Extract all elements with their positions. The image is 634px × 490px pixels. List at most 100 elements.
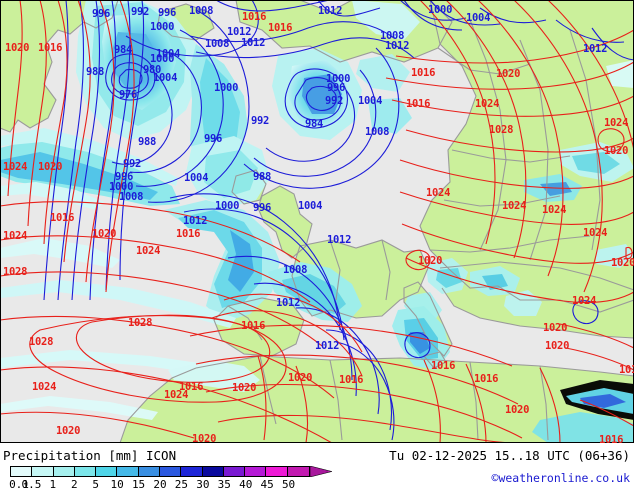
isobar-label: 1020: [496, 68, 521, 80]
isobar-label: 1000: [214, 82, 239, 94]
colorbar-tick: 0.1: [9, 478, 29, 490]
isobar-label: 984: [114, 44, 133, 56]
isobar-label: 1016: [179, 381, 204, 393]
colorbar-tick: 10: [110, 478, 124, 490]
colorbar-swatch: [53, 467, 75, 476]
isobar-label: 1000: [109, 181, 134, 193]
isobar-label: 1012: [327, 234, 352, 246]
precipitation-layer: [0, 0, 634, 443]
isobar-label: 992: [325, 95, 344, 107]
colorbar-tick: 0.5: [21, 478, 42, 490]
isobar-label: 1020: [232, 382, 257, 394]
isobar-label: 1020: [56, 425, 81, 437]
isobar-label: 984: [305, 118, 324, 130]
isobar-label: 1020: [192, 433, 217, 443]
isobar-label: 1004: [358, 95, 383, 107]
isobar-label: 1008: [283, 264, 308, 276]
isobar-label: 1004: [298, 200, 323, 212]
isobar-label: 980: [143, 64, 162, 76]
isobar-label: 1012: [227, 26, 252, 38]
isobar-label: 1020: [418, 255, 443, 267]
isobar-label: 992: [251, 115, 270, 127]
colorbar-swatch: [74, 467, 97, 476]
colorbar-tick: 25: [174, 478, 189, 490]
colorbar-tick: 20: [153, 478, 167, 490]
isobar-label: 1004: [156, 48, 181, 60]
isobar-label: 1024: [604, 117, 629, 129]
isobar-label: 1028: [128, 317, 153, 329]
colorbar-swatch: [117, 467, 139, 476]
isobar-label: 1020: [288, 372, 313, 384]
map-graphics: [0, 0, 634, 443]
isobar-label: 1012: [276, 297, 301, 309]
isobar-label: 988: [86, 66, 105, 78]
isobar-label: 1024: [32, 381, 57, 393]
isobar-label: 1024: [583, 227, 608, 239]
isobar-label: 996: [327, 82, 346, 94]
isobar-label: 1024: [502, 200, 527, 212]
isobar-label: 1012: [183, 215, 208, 227]
isobar-label: 988: [138, 136, 157, 148]
isobar-label: 1016: [411, 67, 436, 79]
colorbar-tick: 5: [92, 478, 100, 490]
isobar-label: 1016: [599, 434, 624, 443]
forecast-datestamp: Tu 02-12-2025 15..18 UTC (06+36): [389, 448, 630, 463]
isobar-label: 996: [158, 7, 177, 19]
isobar-label: 1020: [604, 145, 629, 157]
isobar-label: 1016: [474, 373, 499, 385]
isobar-label: 1020: [505, 404, 530, 416]
isobar-label: 1024: [426, 187, 451, 199]
colorbar-tick: 40: [239, 478, 253, 490]
colorbar-swatch: [266, 467, 288, 476]
colorbar-tick: 2: [70, 478, 78, 490]
isobar-label: 988: [253, 171, 272, 183]
colorbar-swatch: [11, 467, 33, 476]
colorbar-swatches: [10, 466, 310, 477]
isobar-label: 1008: [119, 191, 144, 203]
isobar-label: 992: [123, 158, 142, 170]
isobar-label: 1024: [164, 389, 189, 401]
isobar-label: 1020: [92, 228, 117, 240]
isobar-label: 1028: [3, 266, 28, 278]
colorbar-swatch: [138, 467, 160, 476]
isobar-label: 996: [92, 8, 111, 20]
colorbar-tick: 30: [196, 478, 210, 490]
isobar-label: 1024: [572, 295, 597, 307]
isobar-label: 1016: [241, 320, 266, 332]
isobar-label: 1024: [475, 98, 500, 110]
isobar-label: 1028: [489, 124, 514, 136]
colorbar-swatch: [287, 467, 309, 476]
isobar-label: 976: [119, 89, 138, 101]
isobar-label: 1012: [385, 40, 410, 52]
isobar-label: 996: [204, 133, 223, 145]
isobar-label: 1008: [189, 5, 214, 17]
isobar-label: 1016: [50, 212, 75, 224]
isobar-label: 1024: [542, 204, 567, 216]
isobar-label: 1004: [184, 172, 209, 184]
map-footer: Precipitation [mm] ICON Tu 02-12-2025 15…: [0, 443, 634, 490]
colorbar-tick: 50: [281, 478, 296, 490]
isobar-label: 1028: [29, 336, 54, 348]
isobar-label: 992: [131, 6, 150, 18]
isobar-label: 1020: [5, 42, 30, 54]
isobar-label: 1012: [241, 37, 266, 49]
colorbar-tick: 1: [49, 478, 57, 490]
isobar-label: 1020: [545, 340, 570, 352]
isobar-label: 1008: [380, 30, 405, 42]
precipitation-colorbar[interactable]: 0.1 0.5 1 2 5 10 15 20 25 30 35 40 45 50: [9, 466, 332, 490]
isobar-label: 996: [115, 171, 134, 183]
isobar-label: 1004: [153, 72, 178, 84]
isobar-label: 1020: [38, 161, 63, 173]
colorbar-swatch: [181, 467, 203, 476]
colorbar-swatch: [159, 467, 182, 476]
colorbar-tick-labels: 0.1 0.5 1 2 5 10 15 20 25 30 35 40 45 50: [9, 478, 330, 490]
isobar-label: 1016: [176, 228, 201, 240]
colorbar-swatch: [245, 467, 267, 476]
precipitation-map[interactable]: 996 992 996 1008 1000 1012 1000 1004 1016 1012 101…: [0, 0, 634, 443]
isobar-label: 1020: [543, 322, 568, 334]
isobar-label: 1008: [205, 38, 230, 50]
isobar-label: 1000: [428, 4, 453, 16]
isobar-label: 1024: [3, 161, 28, 173]
isobar-label: 1016: [339, 374, 364, 386]
